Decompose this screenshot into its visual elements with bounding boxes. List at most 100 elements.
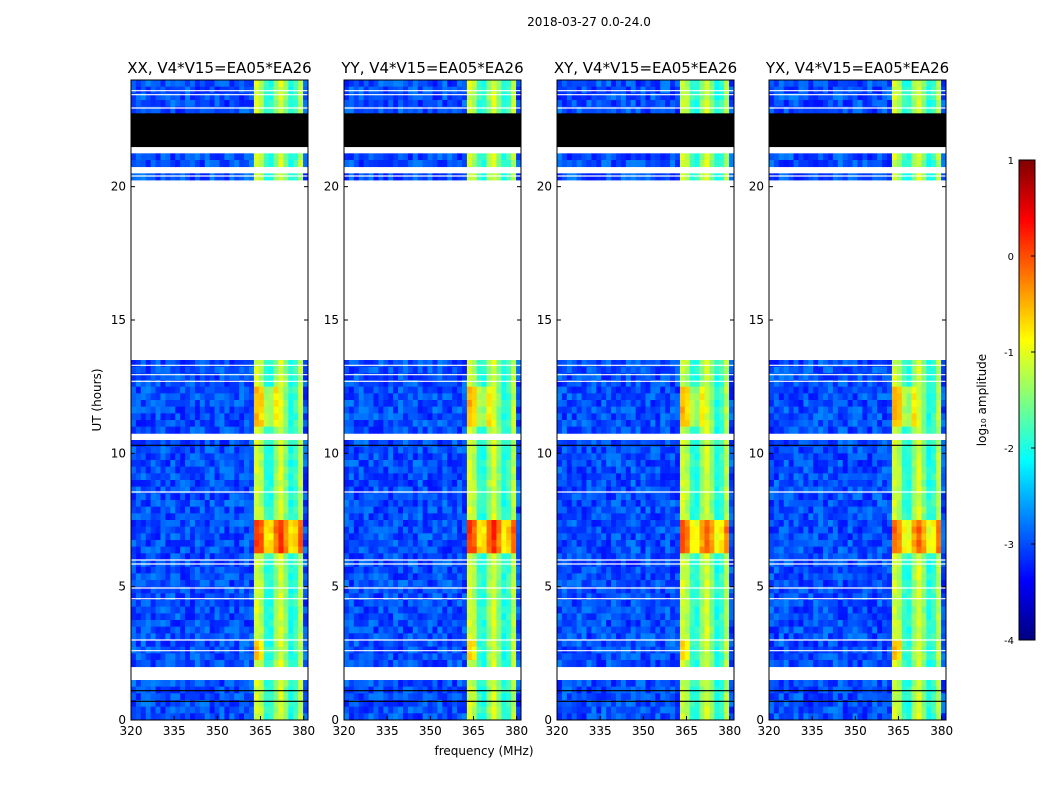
heatmap-cell	[199, 426, 206, 434]
heatmap-cell	[417, 366, 424, 374]
heatmap-cell	[209, 520, 215, 528]
heatmap-cell	[194, 160, 201, 168]
heatmap-cell	[417, 80, 424, 88]
heatmap-cell	[150, 133, 156, 141]
heatmap-cell	[209, 633, 215, 641]
heatmap-cell	[699, 106, 705, 114]
heatmap-cell	[298, 680, 304, 688]
heatmap-cell	[486, 406, 492, 414]
heatmap-cell	[506, 706, 512, 714]
heatmap-cell	[358, 120, 365, 128]
heatmap-cell	[194, 546, 201, 554]
heatmap-cell	[466, 153, 473, 161]
heatmap-cell	[348, 700, 355, 708]
heatmap-cell	[263, 360, 270, 368]
heatmap-cell	[476, 426, 483, 434]
heatmap-cell	[378, 426, 384, 434]
heatmap-cell	[253, 540, 260, 548]
heatmap-cell	[244, 440, 250, 448]
heatmap-cell	[486, 446, 492, 454]
heatmap-cell	[140, 126, 147, 134]
heatmap-cell	[486, 80, 492, 88]
heatmap-cell	[249, 493, 255, 501]
heatmap-cell	[214, 513, 220, 521]
heatmap-cell	[258, 133, 265, 141]
heatmap-cell	[185, 386, 191, 394]
heatmap-cell	[239, 700, 245, 708]
heatmap-cell	[283, 413, 289, 421]
heatmap-cell	[471, 553, 478, 561]
heatmap-cell	[466, 546, 473, 554]
heatmap-cell	[442, 140, 448, 148]
heatmap-cell	[155, 486, 161, 494]
heatmap-cell	[417, 440, 424, 448]
heatmap-cell	[422, 613, 428, 621]
heatmap-cell	[511, 480, 517, 488]
heatmap-cell	[481, 140, 487, 148]
heatmap-cell	[462, 633, 468, 641]
heatmap-cell	[155, 713, 161, 721]
heatmap-cell	[165, 440, 171, 448]
heatmap-cell	[363, 133, 369, 141]
heatmap-cell	[234, 653, 240, 661]
heatmap-cell	[358, 446, 365, 454]
heatmap-cell	[204, 573, 211, 581]
heatmap-cell	[199, 106, 206, 114]
heatmap-cell	[407, 653, 414, 661]
heatmap-cell	[616, 126, 622, 134]
heatmap-cell	[190, 446, 196, 454]
heatmap-cell	[516, 160, 522, 168]
heatmap-cell	[353, 513, 360, 521]
heatmap-cell	[219, 693, 225, 701]
heatmap-cell	[378, 680, 384, 688]
heatmap-cell	[373, 506, 379, 514]
heatmap-cell	[511, 400, 517, 408]
heatmap-cell	[471, 580, 478, 588]
heatmap-cell	[209, 160, 215, 168]
heatmap-cell	[273, 713, 279, 721]
heatmap-cell	[398, 473, 404, 481]
heatmap-cell	[229, 593, 235, 601]
heatmap-cell	[496, 660, 502, 668]
heatmap-cell	[486, 653, 492, 661]
heatmap-cell	[422, 406, 428, 414]
heatmap-cell	[288, 93, 294, 101]
heatmap-cell	[699, 126, 705, 134]
heatmap-cell	[204, 406, 211, 414]
heatmap-cell	[611, 80, 617, 88]
heatmap-cell	[596, 106, 602, 114]
heatmap-cell	[719, 100, 725, 108]
heatmap-cell	[229, 466, 235, 474]
axes-frame	[343, 79, 522, 721]
heatmap-cell	[303, 513, 309, 521]
heatmap-cell	[199, 480, 206, 488]
heatmap-cell	[388, 380, 394, 388]
heatmap-cell	[298, 460, 304, 468]
heatmap-cell	[412, 506, 419, 514]
heatmap-cell	[368, 140, 374, 148]
heatmap-cell	[145, 633, 152, 641]
heatmap-cell	[190, 426, 196, 434]
heatmap-cell	[288, 533, 294, 541]
heatmap-cell	[239, 606, 245, 614]
heatmap-cell	[288, 440, 294, 448]
heatmap-cell	[358, 380, 365, 388]
heatmap-cell	[462, 493, 468, 501]
heatmap-cell	[427, 586, 433, 594]
heatmap-cell	[516, 386, 522, 394]
heatmap-cell	[224, 626, 230, 634]
heatmap-cell	[229, 680, 235, 688]
heatmap-cell	[403, 706, 409, 714]
heatmap-cell	[373, 140, 379, 148]
heatmap-cell	[393, 580, 399, 588]
heatmap-cell	[486, 713, 492, 721]
heatmap-cell	[650, 100, 656, 108]
heatmap-cell	[131, 373, 137, 381]
heatmap-cell	[303, 420, 309, 428]
heatmap-cell	[358, 620, 365, 628]
heatmap-cell	[427, 466, 433, 474]
heatmap-cell	[234, 600, 240, 608]
heatmap-cell	[263, 693, 270, 701]
heatmap-cell	[432, 113, 438, 121]
heatmap-cell	[491, 580, 497, 588]
